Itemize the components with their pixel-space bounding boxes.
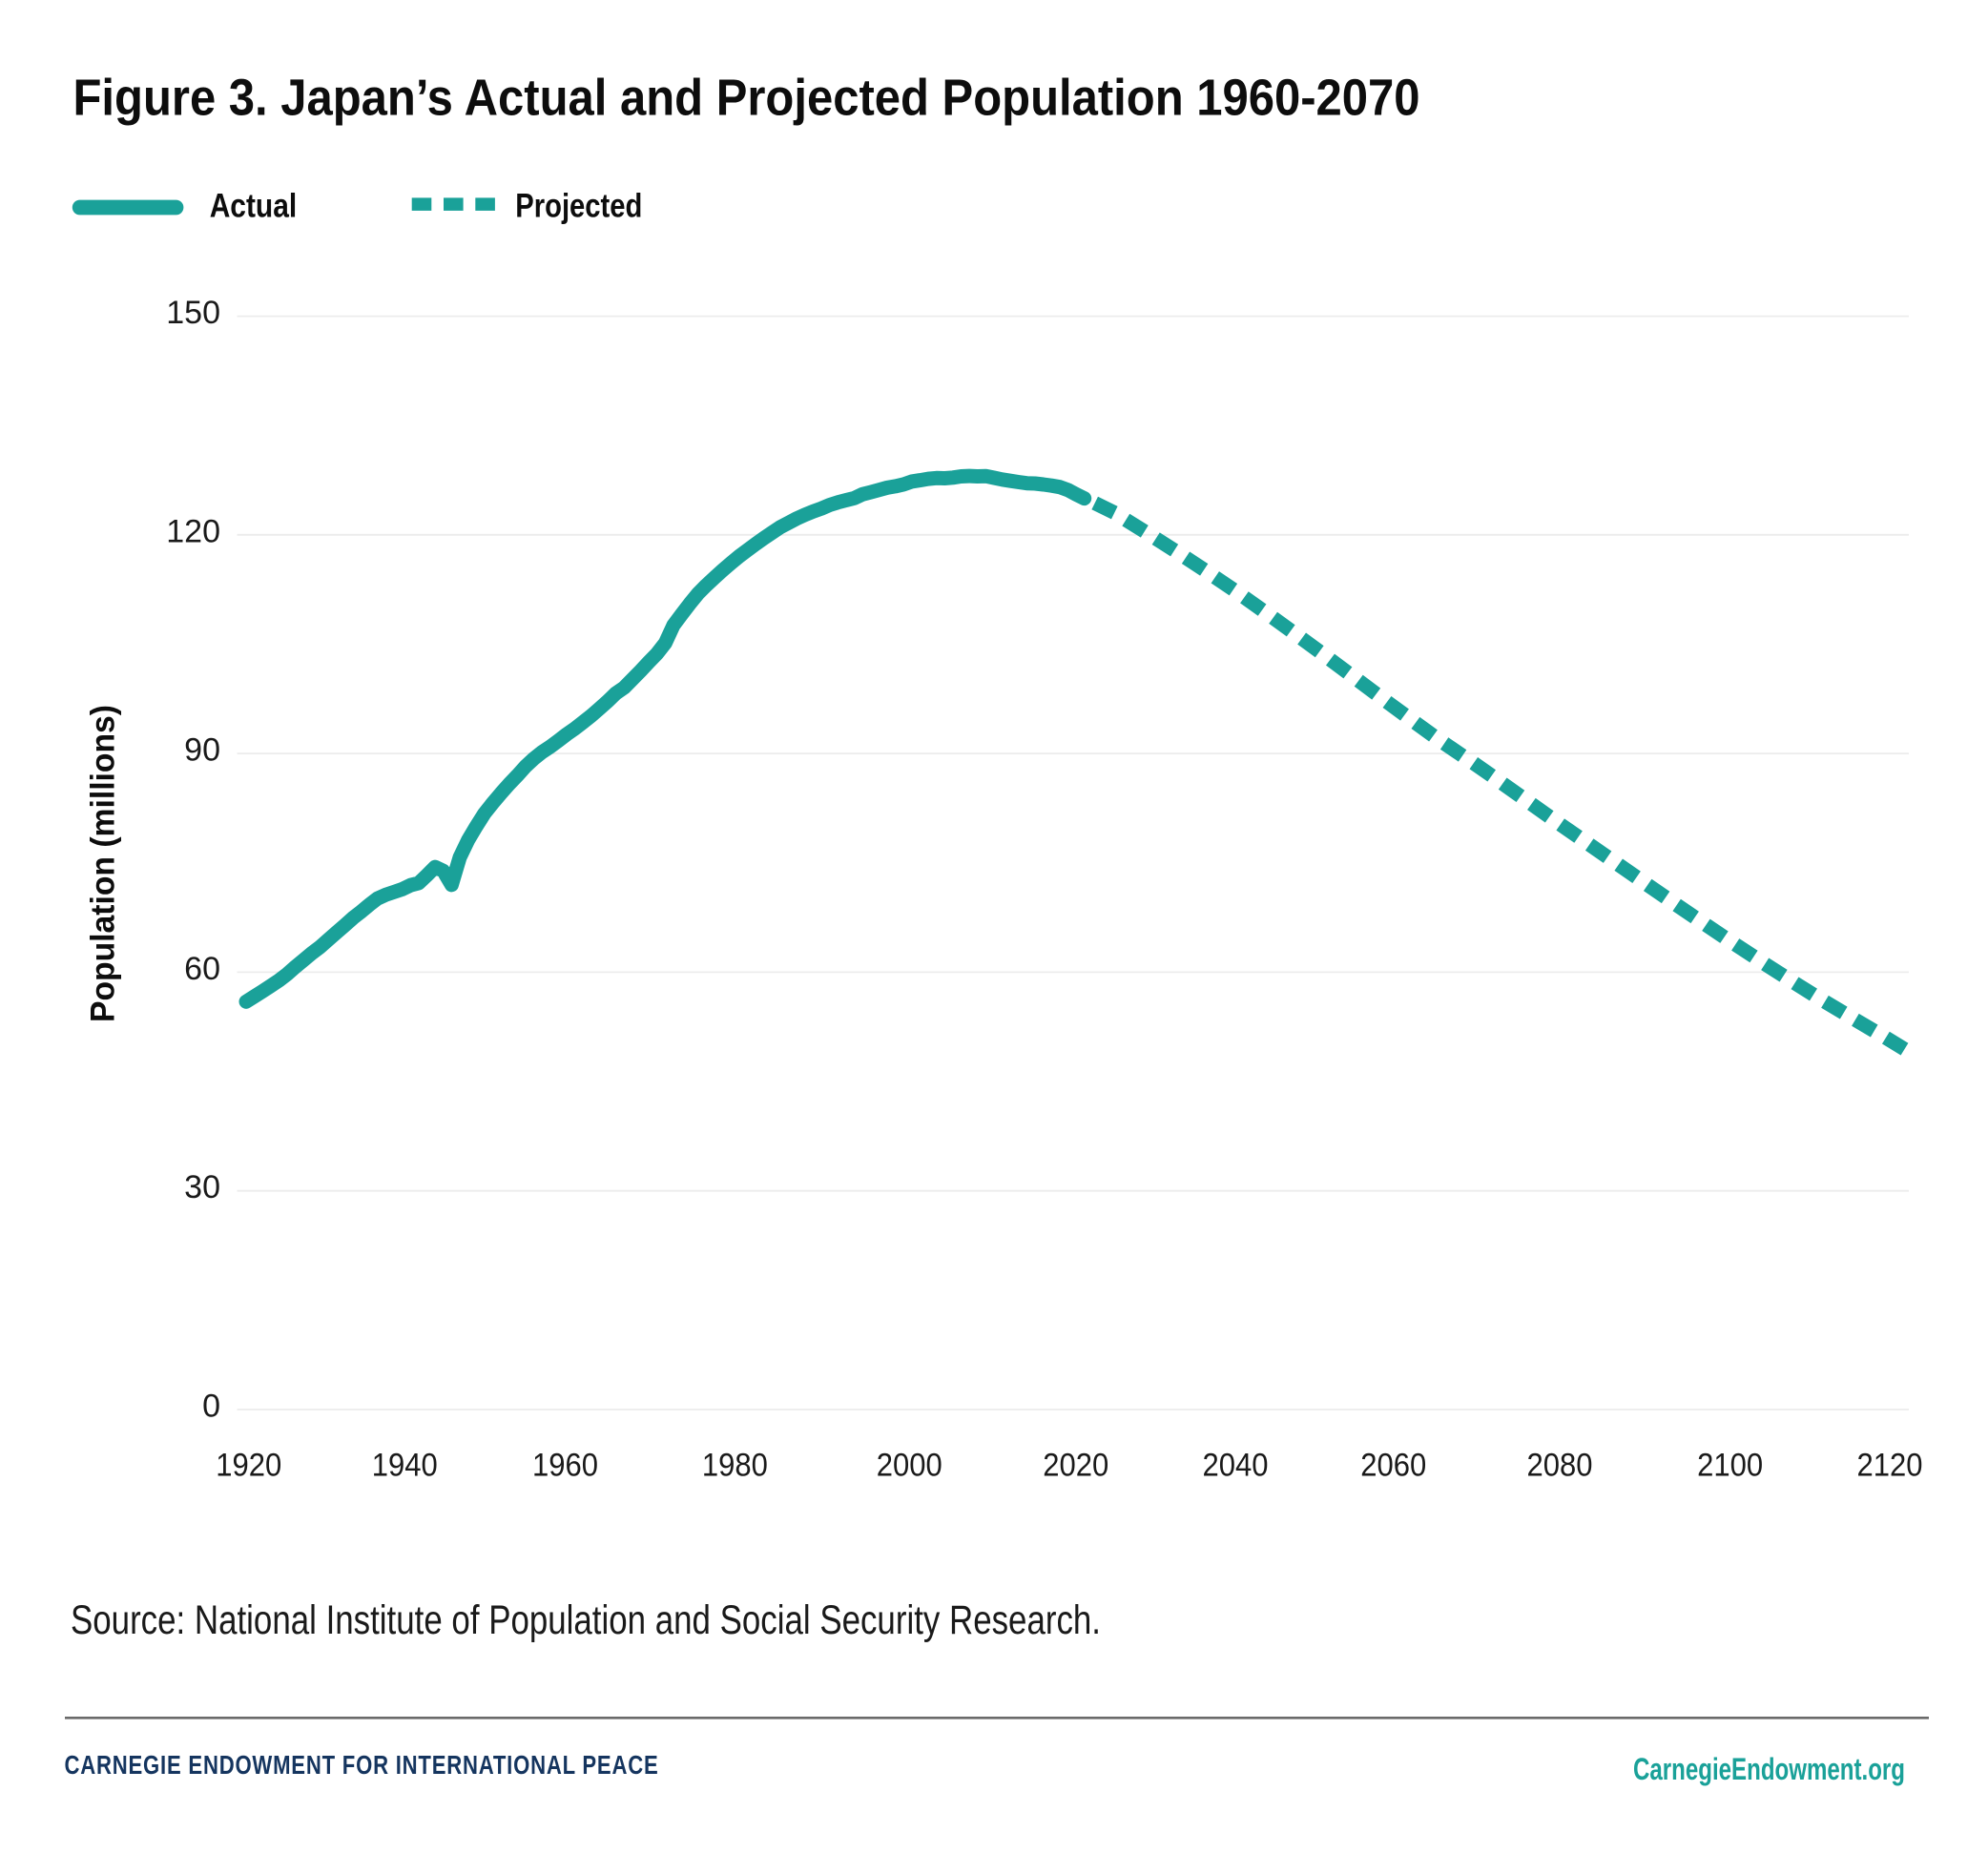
svg-text:2100: 2100: [1697, 1447, 1763, 1483]
svg-text:Source: National Institute of: Source: National Institute of Population…: [71, 1597, 1101, 1643]
svg-text:2120: 2120: [1857, 1447, 1923, 1483]
svg-text:1960: 1960: [532, 1447, 598, 1483]
svg-text:60: 60: [184, 951, 220, 987]
svg-text:120: 120: [166, 513, 220, 549]
svg-text:2060: 2060: [1360, 1447, 1426, 1483]
svg-text:2080: 2080: [1527, 1447, 1593, 1483]
svg-text:Figure 3. Japan’s Actual and P: Figure 3. Japan’s Actual and Projected P…: [73, 70, 1420, 127]
svg-text:CARNEGIE ENDOWMENT FOR INTERNA: CARNEGIE ENDOWMENT FOR INTERNATIONAL PEA…: [65, 1750, 659, 1780]
svg-text:Population (millions): Population (millions): [85, 705, 122, 1022]
svg-text:90: 90: [184, 732, 220, 769]
svg-text:1920: 1920: [216, 1447, 281, 1483]
svg-text:Projected: Projected: [515, 188, 642, 225]
svg-text:2000: 2000: [877, 1447, 942, 1483]
svg-text:2020: 2020: [1043, 1447, 1108, 1483]
svg-text:Actual: Actual: [210, 188, 298, 225]
svg-text:0: 0: [202, 1389, 220, 1425]
svg-text:30: 30: [184, 1169, 220, 1205]
svg-text:2040: 2040: [1203, 1447, 1269, 1483]
svg-text:1940: 1940: [372, 1447, 438, 1483]
svg-text:1980: 1980: [702, 1447, 768, 1483]
svg-text:150: 150: [166, 295, 220, 331]
svg-text:CarnegieEndowment.org: CarnegieEndowment.org: [1633, 1752, 1905, 1786]
